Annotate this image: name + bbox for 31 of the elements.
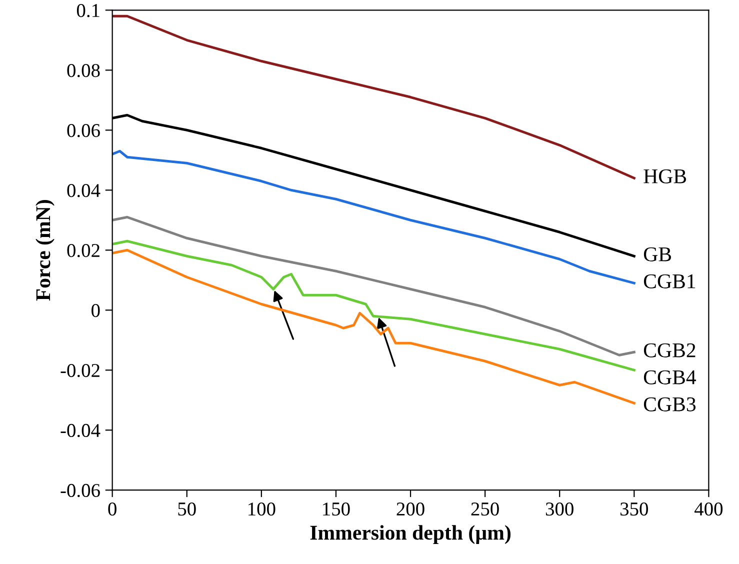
line-series — [112, 240, 636, 372]
x-tick-label: 250 — [471, 502, 499, 516]
line-series — [112, 216, 636, 356]
y-tick-label: 0.1 — [76, 4, 100, 18]
y-tick-label: -0.04 — [60, 424, 100, 438]
y-tick-label: 0 — [92, 304, 100, 318]
series-label: GB — [644, 247, 672, 262]
x-tick-label: 0 — [108, 502, 116, 516]
series-label: CGB2 — [644, 343, 696, 358]
series-label: CGB1 — [644, 274, 696, 288]
y-tick-label: 0.02 — [67, 244, 100, 258]
y-tick-label: 0.08 — [67, 64, 100, 78]
y-tick-label: 0.04 — [67, 184, 100, 198]
y-tick-label: -0.06 — [60, 484, 100, 498]
x-tick-label: 400 — [694, 502, 723, 516]
y-tick-label: 0.06 — [67, 124, 100, 138]
series-label: CGB4 — [644, 370, 696, 384]
x-axis-title: Immersion depth (µm) — [310, 525, 510, 544]
x-tick-label: 350 — [620, 502, 648, 516]
x-tick-label: 200 — [396, 502, 424, 516]
series-label: CGB3 — [644, 397, 696, 412]
x-tick-label: 300 — [546, 502, 574, 516]
line-series — [112, 248, 636, 404]
y-tick-label: -0.02 — [60, 364, 100, 378]
x-tick-label: 100 — [248, 502, 276, 516]
line-series — [112, 150, 636, 284]
x-tick-label: 50 — [178, 502, 196, 516]
y-axis-title: Force (mN) — [36, 200, 54, 301]
series-label: HGB — [644, 169, 686, 184]
x-tick-label: 150 — [323, 502, 350, 516]
line-series — [112, 14, 636, 180]
